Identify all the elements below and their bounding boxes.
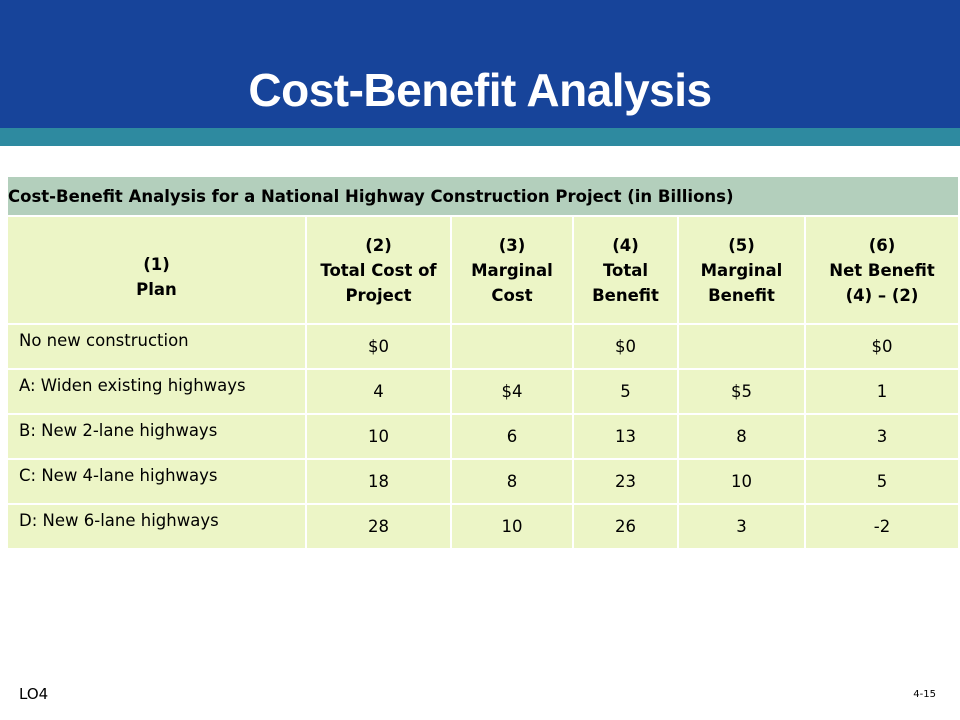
cell-marginal-benefit: 3 (678, 504, 806, 550)
cell-net-benefit: -2 (805, 504, 959, 550)
header-net-benefit: (6) Net Benefit (4) – (2) (805, 216, 959, 325)
cell-plan: A: Widen existing highways (8, 369, 307, 415)
header-line: (5) (728, 235, 755, 255)
header-line: Marginal (700, 260, 783, 280)
title-banner (0, 0, 960, 128)
header-line: (4) (612, 235, 639, 255)
accent-stripe (0, 128, 960, 146)
table-row: D: New 6-lane highways 28 10 26 3 -2 (8, 504, 959, 550)
header-line: (3) (498, 235, 526, 255)
cell-marginal-benefit: $5 (678, 369, 806, 415)
slide-number: 4-15 (913, 689, 936, 700)
cell-net-benefit: 5 (805, 459, 959, 505)
table-row: C: New 4-lane highways 18 8 23 10 5 (8, 459, 959, 505)
cell-net-benefit: 3 (805, 414, 959, 460)
cell-marginal-cost: 6 (451, 414, 574, 460)
learning-objective-label: LO4 (19, 685, 49, 703)
cell-total-benefit: 5 (573, 369, 679, 415)
cell-total-cost: 10 (306, 414, 452, 460)
table-caption: Cost-Benefit Analysis for a National Hig… (8, 177, 959, 217)
cell-total-cost: $0 (306, 324, 452, 370)
cell-marginal-cost: 10 (451, 504, 574, 550)
cell-total-benefit: $0 (573, 324, 679, 370)
cell-marginal-cost: $4 (451, 369, 574, 415)
cell-total-benefit: 23 (573, 459, 679, 505)
cell-total-cost: 18 (306, 459, 452, 505)
table-header-row: (1) Plan (2) Total Cost of Project (3) M… (8, 216, 959, 325)
cell-marginal-benefit: 8 (678, 414, 806, 460)
header-line: Benefit (592, 285, 659, 305)
header-line: Net Benefit (829, 260, 935, 280)
cell-total-benefit: 13 (573, 414, 679, 460)
cell-plan: No new construction (8, 324, 307, 370)
table-row: No new construction $0 $0 $0 (8, 324, 959, 370)
slide-title: Cost-Benefit Analysis (248, 64, 712, 116)
header-total-cost: (2) Total Cost of Project (306, 216, 452, 325)
header-total-benefit: (4) Total Benefit (573, 216, 679, 325)
header-line: Plan (136, 280, 177, 299)
cell-plan: C: New 4-lane highways (8, 459, 307, 505)
table-row: B: New 2-lane highways 10 6 13 8 3 (8, 414, 959, 460)
cell-net-benefit: 1 (805, 369, 959, 415)
cell-plan: B: New 2-lane highways (8, 414, 307, 460)
cell-marginal-benefit (678, 324, 806, 370)
header-plan: (1) Plan (8, 216, 307, 325)
header-marginal-benefit: (5) Marginal Benefit (678, 216, 806, 325)
header-line: Cost (491, 285, 533, 305)
cost-benefit-table: Cost-Benefit Analysis for a National Hig… (8, 177, 959, 550)
table-row: A: Widen existing highways 4 $4 5 $5 1 (8, 369, 959, 415)
header-line: Total (602, 260, 649, 280)
cell-marginal-cost: 8 (451, 459, 574, 505)
cell-net-benefit: $0 (805, 324, 959, 370)
header-line: (1) (143, 255, 170, 274)
cell-total-cost: 4 (306, 369, 452, 415)
cell-total-cost: 28 (306, 504, 452, 550)
header-line: (4) – (2) (845, 285, 919, 305)
header-line: (6) (868, 235, 896, 255)
header-line: Total Cost of (320, 260, 437, 280)
table-caption-row: Cost-Benefit Analysis for a National Hig… (8, 177, 959, 217)
cell-total-benefit: 26 (573, 504, 679, 550)
header-marginal-cost: (3) Marginal Cost (451, 216, 574, 325)
header-line: (2) (365, 235, 392, 255)
cell-marginal-benefit: 10 (678, 459, 806, 505)
cell-marginal-cost (451, 324, 574, 370)
header-line: Project (345, 285, 412, 305)
header-line: Benefit (708, 285, 775, 305)
header-line: Marginal (471, 260, 553, 280)
cell-plan: D: New 6-lane highways (8, 504, 307, 550)
